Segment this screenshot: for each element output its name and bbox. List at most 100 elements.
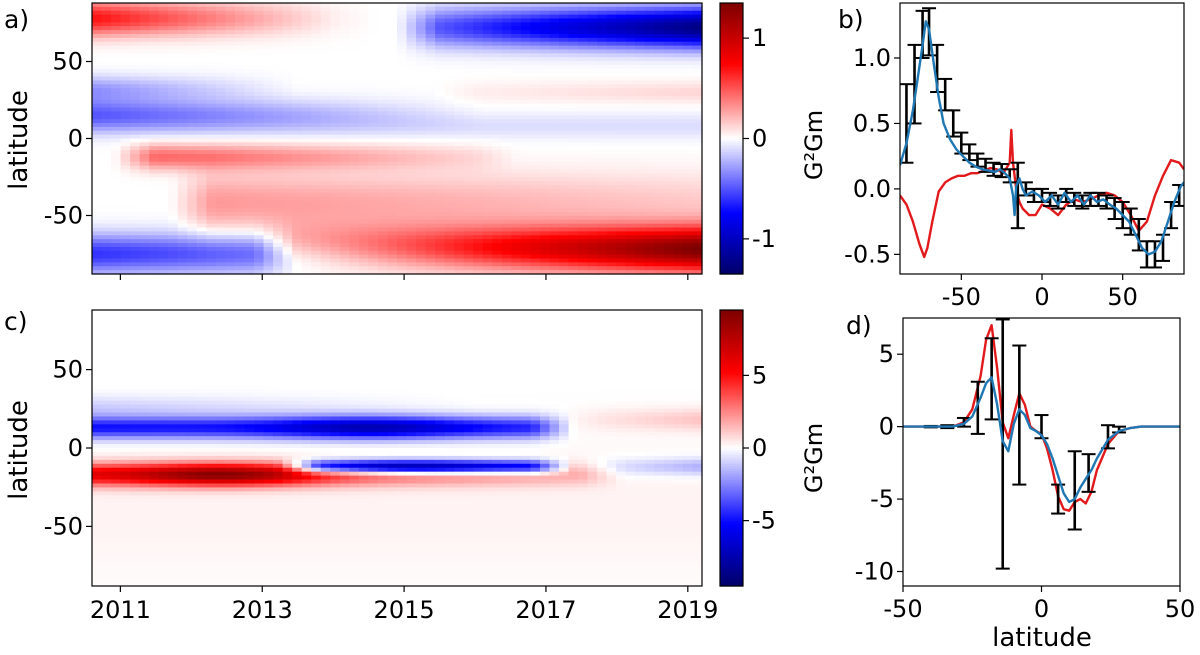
heatmap-cell — [330, 200, 341, 205]
heatmap-cell — [425, 200, 436, 205]
heatmap-cell — [339, 37, 350, 43]
heatmap-cell — [454, 119, 465, 124]
heatmap-cell — [225, 107, 236, 112]
heatmap-cell — [492, 134, 503, 140]
heatmap-cell — [682, 126, 694, 132]
heatmap-cell — [568, 177, 579, 182]
heatmap-cell — [101, 570, 112, 575]
heatmap-cell — [111, 3, 122, 8]
heatmap-cell — [568, 84, 579, 89]
heatmap-cell — [92, 337, 103, 343]
heatmap-cell — [244, 212, 255, 217]
heatmap-cell — [616, 45, 627, 51]
heatmap-cell — [215, 173, 227, 178]
heatmap-cell — [559, 153, 570, 159]
heatmap-cell — [158, 243, 169, 248]
heatmap-cell — [397, 258, 408, 263]
heatmap-cell — [130, 30, 141, 35]
heatmap-cell — [187, 10, 198, 16]
heatmap-cell — [101, 184, 112, 190]
heatmap-cell — [111, 212, 122, 217]
colorbar-segment — [720, 100, 743, 103]
heatmap-cell — [425, 107, 436, 112]
heatmap-cell — [177, 92, 188, 97]
heatmap-cell — [120, 353, 131, 358]
heatmap-cell — [597, 250, 608, 256]
heatmap-cell — [597, 208, 608, 213]
heatmap-cell — [101, 181, 112, 186]
heatmap-cell — [644, 37, 655, 43]
heatmap-cell — [606, 146, 617, 151]
heatmap-cell — [377, 49, 389, 54]
heatmap-cell — [187, 184, 198, 190]
heatmap-cell — [663, 254, 675, 260]
heatmap-cell — [149, 30, 160, 35]
heatmap-cell — [111, 479, 122, 485]
heatmap-cell — [673, 142, 684, 147]
heatmap-cell — [139, 88, 150, 93]
heatmap-cell — [177, 45, 188, 51]
heatmap-cell — [663, 95, 675, 101]
heatmap-cell — [635, 10, 646, 16]
heatmap-cell — [644, 270, 655, 275]
heatmap-cell — [215, 88, 227, 93]
heatmap-cell — [616, 212, 627, 217]
heatmap-cell — [225, 84, 236, 89]
heatmap-cell — [606, 157, 617, 163]
heatmap-cell — [473, 258, 484, 263]
heatmap-cell — [196, 235, 207, 240]
heatmap-cell — [539, 119, 551, 124]
heatmap-cell — [282, 223, 293, 229]
heatmap-cell — [444, 196, 455, 202]
heatmap-cell — [559, 208, 570, 213]
heatmap-cell — [358, 99, 370, 105]
heatmap-cell — [377, 138, 389, 143]
heatmap-cell — [263, 10, 274, 16]
heatmap-cell — [292, 103, 303, 109]
heatmap-cell — [301, 53, 312, 58]
heatmap-cell — [101, 499, 112, 504]
heatmap-cell — [282, 95, 293, 101]
heatmap-cell — [368, 134, 379, 140]
heatmap-cell — [530, 219, 541, 225]
heatmap-cell — [454, 37, 465, 43]
heatmap-cell — [578, 165, 589, 171]
heatmap-cell — [111, 153, 122, 159]
heatmap-cell — [215, 165, 227, 171]
heatmap-cell — [539, 18, 551, 23]
heatmap-cell — [101, 215, 112, 221]
heatmap-cell — [444, 270, 455, 275]
heatmap-cell — [292, 14, 303, 20]
colorbar-segment — [720, 48, 743, 52]
heatmap-cell — [644, 200, 655, 205]
heatmap-cell — [101, 22, 112, 27]
heatmap-cell — [92, 153, 103, 159]
heatmap-cell — [520, 184, 532, 190]
heatmap-cell — [501, 68, 512, 74]
heatmap-cell — [234, 223, 246, 229]
heatmap-cell — [158, 227, 169, 233]
heatmap-cell — [339, 177, 350, 182]
heatmap-cell — [254, 258, 265, 263]
heatmap-cell — [254, 130, 265, 136]
heatmap-cell — [120, 412, 131, 418]
heatmap-cell — [196, 212, 207, 217]
heatmap-cell — [520, 88, 532, 93]
heatmap-cell — [339, 243, 350, 248]
heatmap-cell — [139, 258, 150, 263]
heatmap-cell — [635, 22, 646, 27]
heatmap-cell — [234, 196, 246, 202]
heatmap-cell — [292, 223, 303, 229]
heatmap-cell — [215, 37, 227, 43]
heatmap-cell — [120, 150, 131, 155]
heatmap-cell — [177, 239, 188, 244]
heatmap-cell — [520, 223, 532, 229]
heatmap-cell — [616, 235, 627, 240]
heatmap-cell — [111, 161, 122, 167]
heatmap-cell — [397, 208, 408, 213]
heatmap-cell — [339, 119, 350, 124]
heatmap-cell — [101, 483, 112, 489]
heatmap-cell — [692, 107, 703, 112]
heatmap-cell — [606, 254, 617, 260]
heatmap-cell — [368, 239, 379, 244]
